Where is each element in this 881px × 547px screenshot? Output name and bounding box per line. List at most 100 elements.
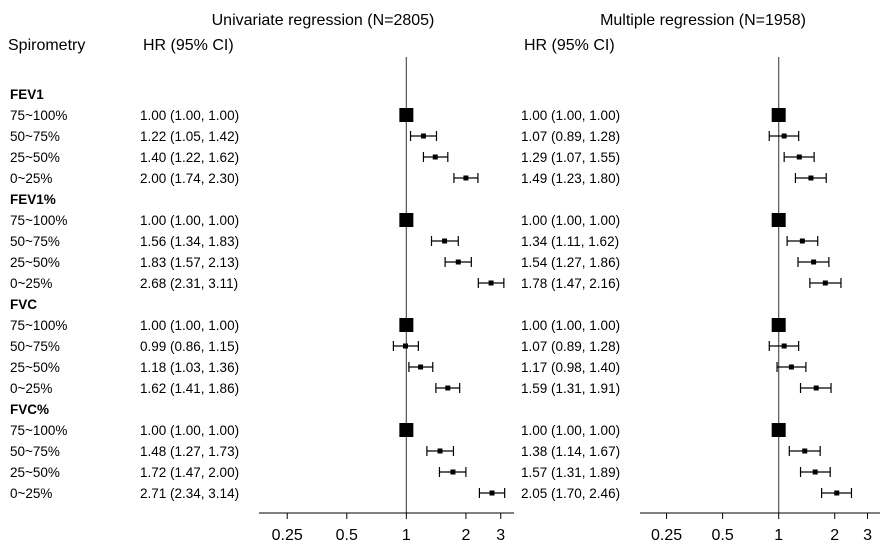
univariate-x-tick-label: 0.25	[272, 527, 303, 544]
univariate-hr-point	[399, 318, 414, 332]
multiple-hr-ci-text: 1.59 (1.31, 1.91)	[521, 381, 620, 396]
multiple-hr-point	[812, 469, 818, 475]
univariate-hr-ci-text: 2.68 (2.31, 3.11)	[140, 276, 238, 291]
multiple-hr-point	[781, 343, 787, 349]
multiple-hr-point	[799, 238, 805, 244]
univariate-hr-ci-text: 2.00 (1.74, 2.30)	[140, 171, 239, 186]
univariate-panel: Univariate regression (N=2805) Spirometr…	[8, 12, 514, 544]
multiple-hr-ci-text: 1.07 (0.89, 1.28)	[521, 339, 620, 354]
univariate-hr-point	[399, 108, 414, 122]
univariate-x-tick-label: 3	[496, 527, 505, 544]
multiple-regression-title: Multiple regression (N=1958)	[600, 12, 806, 29]
univariate-hr-point	[488, 280, 494, 286]
univariate-x-tick-label: 0.5	[336, 527, 358, 544]
multiple-hr-ci-text: 1.34 (1.11, 1.62)	[521, 234, 619, 249]
row-label: 75~100%	[10, 423, 67, 438]
multiple-hr-ci-text: 1.07 (0.89, 1.28)	[521, 129, 620, 144]
multiple-hr-point	[802, 448, 808, 454]
univariate-hr-ci-text: 1.83 (1.57, 2.13)	[140, 255, 239, 270]
univariate-hr-point	[450, 469, 456, 475]
row-label: 25~50%	[10, 150, 60, 165]
row-label: 25~50%	[10, 465, 60, 480]
row-label: 50~75%	[10, 129, 60, 144]
group-label: FVC%	[10, 402, 49, 417]
univariate-hr-point	[489, 490, 495, 496]
univariate-hr-point	[418, 364, 424, 370]
multiple-x-tick-label: 2	[830, 527, 839, 544]
multiple-hr-ci-text: 1.00 (1.00, 1.00)	[521, 213, 620, 228]
row-label: 0~25%	[10, 171, 52, 186]
univariate-hr-point	[402, 343, 408, 349]
univariate-hr-point	[432, 154, 438, 160]
univariate-hr-point	[420, 133, 426, 139]
univariate-x-tick-label: 1	[402, 527, 411, 544]
spirometry-column-header: Spirometry	[8, 37, 85, 54]
univariate-hr-point	[442, 238, 448, 244]
multiple-hr-ci-text: 1.38 (1.14, 1.67)	[521, 444, 620, 459]
univariate-hr-column-header: HR (95% CI)	[143, 37, 234, 54]
univariate-hr-ci-text: 1.22 (1.05, 1.42)	[140, 129, 239, 144]
row-label: 50~75%	[10, 234, 60, 249]
multiple-x-tick-label: 0.25	[651, 527, 682, 544]
univariate-x-tick-label: 2	[461, 527, 470, 544]
univariate-hr-point	[437, 448, 443, 454]
univariate-hr-ci-text: 1.62 (1.41, 1.86)	[140, 381, 239, 396]
row-label: 75~100%	[10, 108, 67, 123]
multiple-hr-ci-text: 1.49 (1.23, 1.80)	[521, 171, 620, 186]
multiple-hr-point	[771, 108, 786, 122]
multiple-x-tick-label: 3	[863, 527, 872, 544]
row-label: 75~100%	[10, 318, 67, 333]
multiple-hr-point	[813, 385, 819, 391]
univariate-hr-ci-text: 1.72 (1.47, 2.00)	[140, 465, 239, 480]
multiple-hr-point	[771, 423, 786, 437]
multiple-hr-ci-text: 1.29 (1.07, 1.55)	[521, 150, 620, 165]
multiple-hr-column-header: HR (95% CI)	[524, 37, 615, 54]
row-label: 0~25%	[10, 276, 52, 291]
row-label: 0~25%	[10, 381, 52, 396]
multiple-hr-ci-text: 1.17 (0.98, 1.40)	[521, 360, 620, 375]
univariate-hr-ci-text: 1.00 (1.00, 1.00)	[140, 213, 239, 228]
multiple-hr-point	[788, 364, 794, 370]
multiple-hr-point	[834, 490, 840, 496]
multiple-hr-point	[796, 154, 802, 160]
univariate-hr-point	[445, 385, 451, 391]
multiple-hr-point	[771, 318, 786, 332]
univariate-hr-point	[463, 175, 469, 181]
univariate-hr-point	[455, 259, 461, 265]
row-label: 25~50%	[10, 360, 60, 375]
univariate-hr-ci-text: 1.18 (1.03, 1.36)	[140, 360, 239, 375]
multiple-hr-ci-text: 1.00 (1.00, 1.00)	[521, 423, 620, 438]
univariate-hr-ci-text: 0.99 (0.86, 1.15)	[140, 339, 239, 354]
row-label: 50~75%	[10, 444, 60, 459]
multiple-hr-ci-text: 2.05 (1.70, 2.46)	[521, 486, 620, 501]
multiple-regression-panel: Multiple regression (N=1958) HR (95% CI)…	[521, 12, 880, 544]
univariate-hr-ci-text: 1.00 (1.00, 1.00)	[140, 108, 239, 123]
row-label: 25~50%	[10, 255, 60, 270]
univariate-hr-ci-text: 2.71 (2.34, 3.14)	[140, 486, 239, 501]
group-label: FEV1%	[10, 192, 56, 207]
univariate-hr-point	[399, 213, 414, 227]
univariate-hr-ci-text: 1.00 (1.00, 1.00)	[140, 423, 239, 438]
multiple-x-tick-label: 0.5	[712, 527, 734, 544]
univariate-title: Univariate regression (N=2805)	[212, 12, 435, 29]
multiple-hr-point	[781, 133, 787, 139]
multiple-hr-ci-text: 1.00 (1.00, 1.00)	[521, 108, 620, 123]
multiple-hr-ci-text: 1.54 (1.27, 1.86)	[521, 255, 620, 270]
univariate-hr-ci-text: 1.56 (1.34, 1.83)	[140, 234, 239, 249]
univariate-hr-point	[399, 423, 414, 437]
multiple-hr-ci-text: 1.57 (1.31, 1.89)	[521, 465, 620, 480]
multiple-hr-ci-text: 1.78 (1.47, 2.16)	[521, 276, 620, 291]
row-label: 0~25%	[10, 486, 52, 501]
multiple-hr-ci-text: 1.00 (1.00, 1.00)	[521, 318, 620, 333]
multiple-hr-point	[771, 213, 786, 227]
univariate-hr-ci-text: 1.40 (1.22, 1.62)	[140, 150, 239, 165]
multiple-x-tick-label: 1	[774, 527, 783, 544]
group-label: FEV1	[10, 87, 44, 102]
group-label: FVC	[10, 297, 37, 312]
univariate-hr-ci-text: 1.00 (1.00, 1.00)	[140, 318, 239, 333]
univariate-hr-ci-text: 1.48 (1.27, 1.73)	[140, 444, 239, 459]
multiple-hr-point	[811, 259, 817, 265]
row-label: 50~75%	[10, 339, 60, 354]
multiple-hr-point	[808, 175, 814, 181]
